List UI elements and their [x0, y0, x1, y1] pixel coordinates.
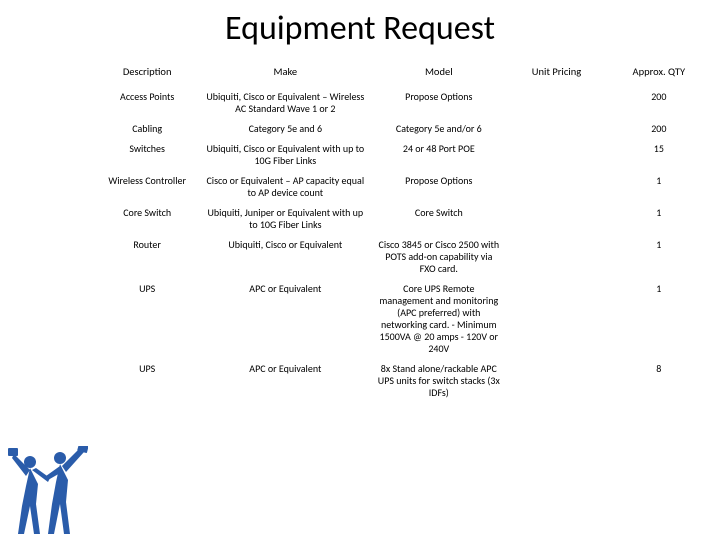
cell-make: Category 5e and 6 [198, 119, 372, 139]
cell-qty: 200 [608, 87, 710, 119]
cell-make: Ubiquiti, Cisco or Equivalent with up to… [198, 139, 372, 171]
cell-desc: Switches [96, 139, 198, 171]
cell-model: Propose Options [372, 171, 505, 203]
header-description: Description [96, 62, 198, 87]
cell-price [505, 203, 607, 235]
header-approx-qty: Approx. QTY [608, 62, 710, 87]
cell-price [505, 359, 607, 403]
equipment-table: Description Make Model Unit Pricing Appr… [96, 62, 710, 403]
cell-desc: Cabling [96, 119, 198, 139]
cell-qty: 1 [608, 203, 710, 235]
cell-price [505, 171, 607, 203]
cell-qty: 1 [608, 279, 710, 359]
cell-model: Core UPS Remote management and monitorin… [372, 279, 505, 359]
cell-model: Category 5e and/or 6 [372, 119, 505, 139]
cell-desc: UPS [96, 359, 198, 403]
cell-make: Ubiquiti, Juniper or Equivalent with up … [198, 203, 372, 235]
equipment-table-wrap: Description Make Model Unit Pricing Appr… [96, 62, 710, 403]
cell-make: Cisco or Equivalent – AP capacity equal … [198, 171, 372, 203]
cell-price [505, 119, 607, 139]
cell-qty: 15 [608, 139, 710, 171]
table-header-row: Description Make Model Unit Pricing Appr… [96, 62, 710, 87]
cell-model: 8x Stand alone/rackable APC UPS units fo… [372, 359, 505, 403]
table-row: Access PointsUbiquiti, Cisco or Equivale… [96, 87, 710, 119]
cell-price [505, 139, 607, 171]
table-row: Core SwitchUbiquiti, Juniper or Equivale… [96, 203, 710, 235]
page-title: Equipment Request [0, 0, 720, 59]
table-row: RouterUbiquiti, Cisco or EquivalentCisco… [96, 235, 710, 279]
cell-price [505, 87, 607, 119]
cell-model: Propose Options [372, 87, 505, 119]
cell-make: APC or Equivalent [198, 359, 372, 403]
cell-qty: 1 [608, 171, 710, 203]
cell-desc: Router [96, 235, 198, 279]
cell-qty: 8 [608, 359, 710, 403]
table-row: SwitchesUbiquiti, Cisco or Equivalent wi… [96, 139, 710, 171]
table-row: UPSAPC or Equivalent8x Stand alone/racka… [96, 359, 710, 403]
header-model: Model [372, 62, 505, 87]
cell-desc: Wireless Controller [96, 171, 198, 203]
cell-desc: Core Switch [96, 203, 198, 235]
cell-desc: Access Points [96, 87, 198, 119]
cell-model: 24 or 48 Port POE [372, 139, 505, 171]
cell-make: Ubiquiti, Cisco or Equivalent [198, 235, 372, 279]
dancing-figures-icon [8, 446, 88, 536]
table-row: CablingCategory 5e and 6Category 5e and/… [96, 119, 710, 139]
table-row: UPSAPC or EquivalentCore UPS Remote mana… [96, 279, 710, 359]
header-make: Make [198, 62, 372, 87]
header-unit-pricing: Unit Pricing [505, 62, 607, 87]
cell-make: APC or Equivalent [198, 279, 372, 359]
cell-make: Ubiquiti, Cisco or Equivalent – Wireless… [198, 87, 372, 119]
cell-qty: 1 [608, 235, 710, 279]
table-row: Wireless ControllerCisco or Equivalent –… [96, 171, 710, 203]
cell-model: Cisco 3845 or Cisco 2500 with POTS add-o… [372, 235, 505, 279]
cell-qty: 200 [608, 119, 710, 139]
cell-model: Core Switch [372, 203, 505, 235]
cell-desc: UPS [96, 279, 198, 359]
cell-price [505, 279, 607, 359]
cell-price [505, 235, 607, 279]
